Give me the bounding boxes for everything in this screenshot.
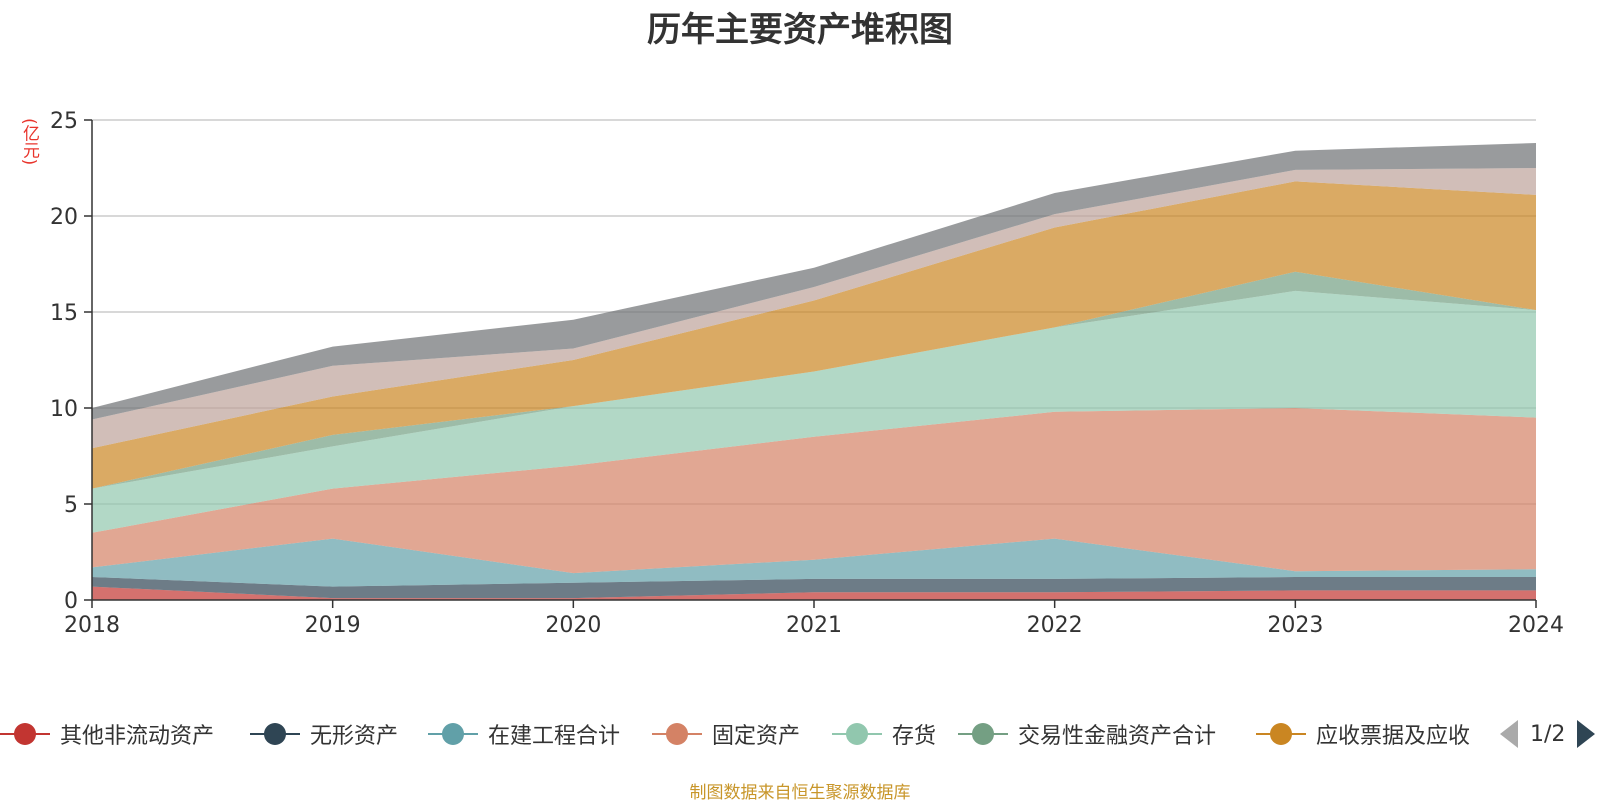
legend-marker-icon	[250, 716, 300, 752]
area-series-5[interactable]	[92, 271, 1536, 489]
area-series-4[interactable]	[92, 290, 1536, 533]
legend-item[interactable]: 存货	[832, 716, 936, 752]
area-series-2[interactable]	[92, 538, 1536, 587]
legend-prev-page-icon[interactable]	[1500, 720, 1518, 748]
area-series-8[interactable]	[92, 143, 1536, 420]
legend-marker-icon	[958, 716, 1008, 752]
legend-item[interactable]: 在建工程合计	[428, 716, 620, 752]
legend-item[interactable]: 其他非流动资产	[0, 716, 214, 752]
y-axis-unit-label: (亿元)	[19, 118, 39, 166]
legend-marker-icon	[0, 716, 50, 752]
area-series-7[interactable]	[92, 168, 1536, 449]
y-tick-label: 10	[50, 397, 78, 422]
legend-marker-icon	[652, 716, 702, 752]
y-tick-label: 0	[64, 589, 78, 614]
legend-label: 固定资产	[712, 724, 801, 749]
y-tick-label: 25	[50, 109, 78, 134]
legend: 其他非流动资产 无形资产 在建工程合计 固定资产 存货 交易性金融资产合计 应收票据及应收	[0, 716, 1600, 752]
legend-item[interactable]: 无形资产	[250, 716, 398, 752]
axes: 0 5 10 15 20 25 2018 2019 2020 2021 2022 2023 2024	[50, 109, 1564, 638]
legend-label: 存货	[892, 724, 937, 749]
x-tick-label: 2019	[305, 613, 361, 638]
legend-label: 无形资产	[310, 724, 399, 749]
area-series	[92, 143, 1536, 600]
x-tick-label: 2021	[786, 613, 842, 638]
chart-title: 历年主要资产堆积图	[647, 10, 953, 50]
y-tick-label: 20	[50, 205, 78, 230]
legend-pager: 1/2	[1500, 716, 1596, 752]
area-series-1[interactable]	[92, 577, 1536, 599]
legend-marker-icon	[428, 716, 478, 752]
stacked-area-chart: 0 5 10 15 20 25 2018 2019 2020 2021 2022 2023 2024	[50, 109, 1564, 638]
y-tick-label: 15	[50, 301, 78, 326]
y-tick-label: 5	[64, 493, 78, 518]
legend-item[interactable]: 应收票据及应收	[1256, 716, 1470, 752]
x-tick-label: 2023	[1267, 613, 1323, 638]
area-series-0[interactable]	[92, 586, 1536, 600]
x-tick-label: 2024	[1508, 613, 1564, 638]
legend-label: 交易性金融资产合计	[1018, 724, 1217, 749]
x-tick-label: 2018	[64, 613, 120, 638]
data-source-note: 制图数据来自恒生聚源数据库	[689, 783, 911, 803]
area-series-3[interactable]	[92, 408, 1536, 574]
legend-marker-icon	[1256, 716, 1306, 752]
x-tick-label: 2022	[1027, 613, 1083, 638]
legend-label: 应收票据及应收	[1316, 724, 1471, 749]
legend-page-indicator: 1/2	[1530, 721, 1566, 747]
legend-item[interactable]: 固定资产	[652, 716, 800, 752]
legend-label: 其他非流动资产	[60, 724, 215, 749]
legend-next-page-icon[interactable]	[1577, 720, 1596, 748]
legend-marker-icon	[832, 716, 882, 752]
area-series-6[interactable]	[92, 181, 1536, 489]
x-tick-label: 2020	[545, 613, 601, 638]
legend-label: 在建工程合计	[488, 724, 621, 749]
legend-item[interactable]: 交易性金融资产合计	[958, 716, 1216, 752]
